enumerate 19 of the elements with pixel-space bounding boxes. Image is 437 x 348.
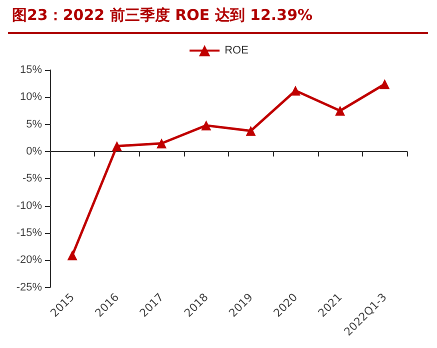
- point: [67, 250, 78, 260]
- point: [290, 86, 300, 96]
- y-tick-label: -5%: [22, 172, 42, 185]
- y-tick-label: -10%: [16, 200, 42, 212]
- y-tick-label: 5%: [26, 118, 42, 130]
- legend-label: ROE: [224, 44, 248, 57]
- point: [156, 138, 167, 148]
- point: [201, 120, 212, 130]
- point: [380, 79, 390, 90]
- point: [112, 141, 122, 152]
- chart-title: 图23：2022 前三季度 ROE 达到 12.39%: [12, 6, 313, 25]
- point: [335, 106, 346, 116]
- y-tick-label: 10%: [20, 91, 42, 104]
- y-tick-label: -15%: [16, 227, 42, 240]
- y-tick-label: -20%: [16, 254, 42, 266]
- y-tick-label: -25%: [16, 281, 42, 294]
- point: [246, 126, 256, 136]
- y-tick-label: 0%: [26, 146, 42, 158]
- y-tick-label: 15%: [20, 64, 42, 76]
